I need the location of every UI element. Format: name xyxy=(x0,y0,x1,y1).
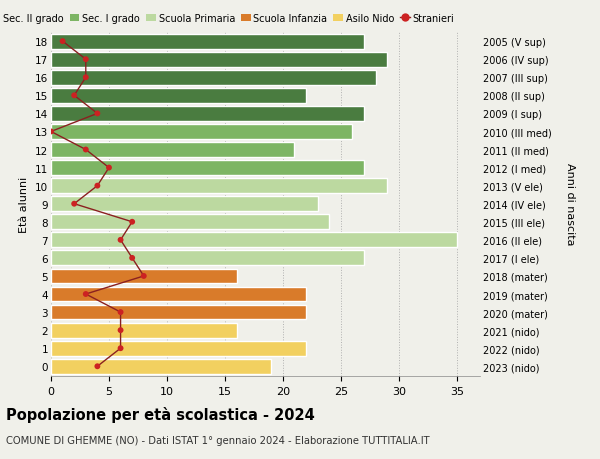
Y-axis label: Età alunni: Età alunni xyxy=(19,176,29,232)
Bar xyxy=(51,89,306,103)
Bar xyxy=(51,359,271,374)
Point xyxy=(92,363,102,370)
Y-axis label: Anni di nascita: Anni di nascita xyxy=(565,163,575,246)
Point xyxy=(81,146,91,154)
Point xyxy=(116,327,125,334)
Bar xyxy=(51,53,387,67)
Point xyxy=(139,273,149,280)
Point xyxy=(116,309,125,316)
Point xyxy=(116,345,125,352)
Text: COMUNE DI GHEMME (NO) - Dati ISTAT 1° gennaio 2024 - Elaborazione TUTTITALIA.IT: COMUNE DI GHEMME (NO) - Dati ISTAT 1° ge… xyxy=(6,435,430,445)
Bar xyxy=(51,323,236,338)
Legend: Sec. II grado, Sec. I grado, Scuola Primaria, Scuola Infanzia, Asilo Nido, Stran: Sec. II grado, Sec. I grado, Scuola Prim… xyxy=(0,14,455,24)
Point xyxy=(127,255,137,262)
Bar xyxy=(51,143,295,157)
Bar xyxy=(51,269,236,284)
Point xyxy=(81,291,91,298)
Text: Popolazione per età scolastica - 2024: Popolazione per età scolastica - 2024 xyxy=(6,406,315,422)
Bar xyxy=(51,34,364,50)
Bar xyxy=(51,107,364,122)
Point xyxy=(116,237,125,244)
Point xyxy=(70,92,79,100)
Bar xyxy=(51,71,376,85)
Bar xyxy=(51,251,364,266)
Bar xyxy=(51,215,329,230)
Bar xyxy=(51,125,352,140)
Point xyxy=(46,129,56,136)
Point xyxy=(58,39,67,46)
Point xyxy=(92,111,102,118)
Point xyxy=(81,74,91,82)
Bar xyxy=(51,287,306,302)
Bar xyxy=(51,197,317,212)
Point xyxy=(92,183,102,190)
Bar xyxy=(51,341,306,356)
Point xyxy=(104,164,114,172)
Bar xyxy=(51,161,364,176)
Point xyxy=(127,218,137,226)
Bar xyxy=(51,179,387,194)
Bar xyxy=(51,233,457,248)
Point xyxy=(81,56,91,64)
Point xyxy=(70,201,79,208)
Bar xyxy=(51,305,306,320)
